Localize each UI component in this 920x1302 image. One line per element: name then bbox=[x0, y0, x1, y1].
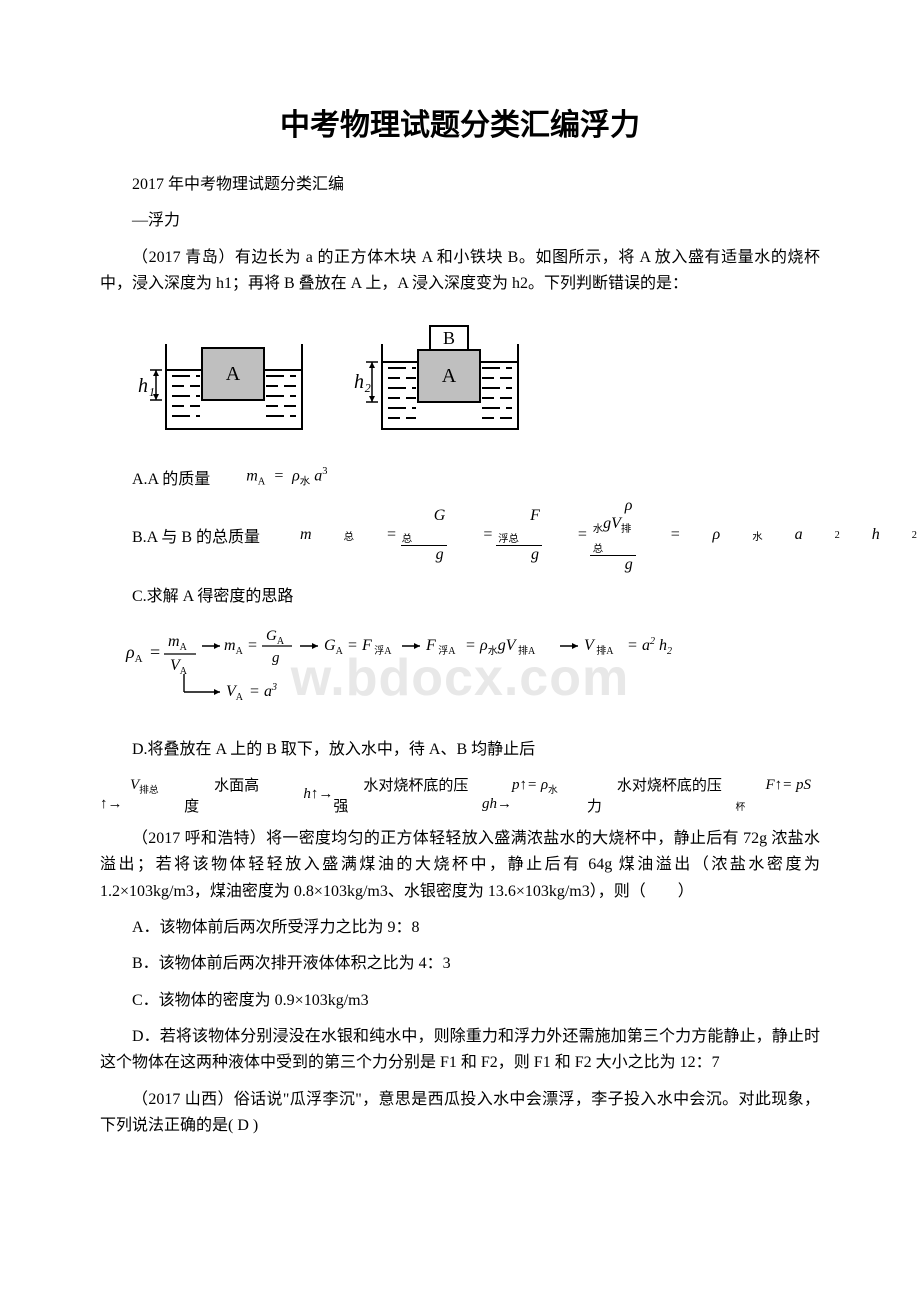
svg-text:GA: GA bbox=[266, 628, 285, 647]
svg-text:mA: mA bbox=[224, 637, 244, 657]
svg-text:h₁: h₁ bbox=[138, 375, 155, 397]
q1-stem: （2017 青岛）有边长为 a 的正方体木块 A 和小铁块 B。如图所示，将 A… bbox=[100, 245, 820, 298]
svg-text:mA: mA bbox=[168, 633, 188, 653]
page-title: 中考物理试题分类汇编浮力 bbox=[100, 100, 820, 144]
q2-optB: B．该物体前后两次排开液体体积之比为 4：3 bbox=[100, 951, 820, 977]
q1-optB: B.A 与 B 的总质量 m总 = G总g = F浮总g = ρ水gV排总g =… bbox=[100, 497, 820, 574]
svg-text:h₂: h₂ bbox=[354, 371, 371, 393]
svg-text:GA: GA bbox=[324, 637, 344, 657]
svg-text:V 排A: V 排A bbox=[584, 637, 614, 657]
q1-optC-reasoning: ρA = mA VA mA = GA g GA = F 浮A F 浮A = ρ水… bbox=[120, 626, 800, 716]
intro-line-2: —浮力 bbox=[100, 208, 820, 234]
q2-optA: A．该物体前后两次所受浮力之比为 9：8 bbox=[100, 915, 820, 941]
svg-text:=: = bbox=[466, 637, 475, 654]
svg-text:A: A bbox=[442, 365, 457, 387]
q1-optD-chain: V排总 ↑→ 水面高度 h↑→ 水对烧杯底的压强 p↑= ρ水gh→ 水对烧杯底… bbox=[100, 774, 820, 816]
svg-text:VA: VA bbox=[170, 657, 188, 677]
q1-optA: A.A 的质量 mA = ρ水 a3 bbox=[100, 465, 820, 489]
q2-optC: C．该物体的密度为 0.9×103kg/m3 bbox=[100, 988, 820, 1014]
svg-text:=: = bbox=[628, 637, 637, 654]
q1-optD-lead: D.将叠放在 A 上的 B 取下，放入水中，待 A、B 均静止后 bbox=[100, 737, 820, 763]
q3-stem: （2017 山西）俗话说"瓜浮李沉"，意思是西瓜投入水中会漂浮，李子投入水中会沉… bbox=[100, 1087, 820, 1140]
svg-text:a2 h2: a2 h2 bbox=[642, 636, 672, 657]
svg-text:B: B bbox=[443, 328, 455, 348]
svg-text:ρ水gV 排A: ρ水gV 排A bbox=[479, 637, 536, 657]
q2-optD: D．若将该物体分别浸没在水银和纯水中，则除重力和浮力外还需施加第三个力方能静止，… bbox=[100, 1024, 820, 1077]
beaker-diagram-2: A B h₂ bbox=[348, 314, 528, 449]
svg-text:A: A bbox=[226, 363, 241, 385]
beaker-diagram-1: A h₁ bbox=[132, 314, 312, 449]
svg-text:=: = bbox=[348, 637, 357, 654]
svg-text:g: g bbox=[272, 650, 280, 666]
svg-text:F 浮A: F 浮A bbox=[361, 637, 392, 657]
q2-stem: （2017 呼和浩特）将一密度均匀的正方体轻轻放入盛满浓盐水的大烧杯中，静止后有… bbox=[100, 826, 820, 905]
q1-diagrams: A h₁ bbox=[132, 314, 820, 449]
svg-text:=: = bbox=[150, 642, 160, 662]
svg-text:VA: VA bbox=[226, 683, 244, 703]
svg-text:=: = bbox=[250, 683, 259, 700]
document-content: 中考物理试题分类汇编浮力 2017 年中考物理试题分类汇编 —浮力 （2017 … bbox=[100, 100, 820, 1140]
intro-line-1: 2017 年中考物理试题分类汇编 bbox=[100, 172, 820, 198]
svg-text:ρA: ρA bbox=[125, 642, 143, 665]
svg-text:=: = bbox=[248, 637, 257, 654]
q1-optC-lead: C.求解 A 得密度的思路 bbox=[100, 584, 820, 610]
svg-text:a3: a3 bbox=[264, 682, 277, 700]
svg-text:F 浮A: F 浮A bbox=[425, 637, 456, 657]
